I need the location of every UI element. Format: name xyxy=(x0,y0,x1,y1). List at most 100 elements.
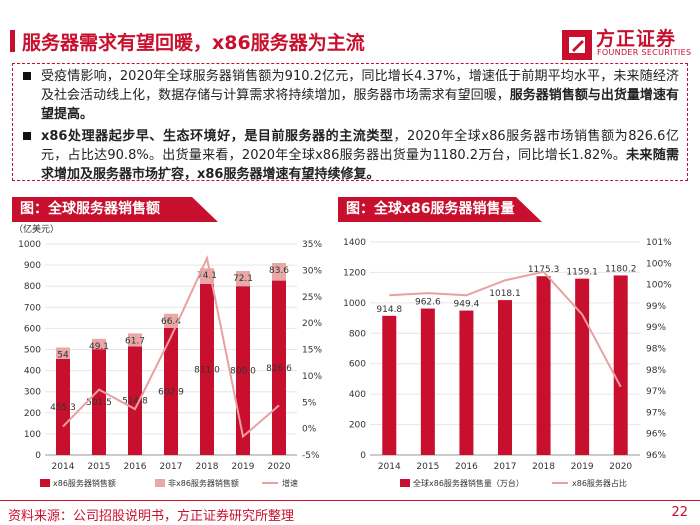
chart1-legend-non-x86: 非x86服务器销售额 xyxy=(168,478,239,488)
chart1-sales-revenue: （亿美元） 0 100 200 300 400 500 600 700 800 900 1000 -5%… xyxy=(14,223,322,488)
chart1-y2-tick: 30% xyxy=(302,266,322,276)
chart2-y-tick: 1400 xyxy=(343,238,366,248)
summary-bullet-2: x86处理器起步早、生态环境好，是目前服务器的主流类型，2020年全球x86服务… xyxy=(21,127,679,184)
chart1-label-x86: 455.3 xyxy=(50,403,76,413)
chart2-y-tick: 800 xyxy=(349,329,366,339)
chart2-y2-tick: 99% xyxy=(646,302,666,312)
chart1-y-tick: 300 xyxy=(24,388,41,398)
bullet-square-icon xyxy=(23,132,31,140)
chart1-y2-tick: 20% xyxy=(302,319,322,329)
chart2-title: 图：全球x86服务器销售量 xyxy=(338,197,542,222)
chart1-y2-tick: 15% xyxy=(302,346,322,356)
chart1-legend-x86-swatch xyxy=(40,479,50,487)
chart1-y2-tick: 5% xyxy=(302,398,317,408)
bullet-2-bold-lead: x86处理器起步早、生态环境好，是目前服务器的主流类型 xyxy=(41,129,394,144)
chart2-y2-tick: 100% xyxy=(646,281,672,291)
chart1-label-non-x86: 83.6 xyxy=(269,266,289,276)
chart1-label-x86: 826.6 xyxy=(266,364,292,374)
chart1-bar-x86 xyxy=(272,280,286,455)
chart1-bar-x86 xyxy=(200,283,214,455)
chart1-label-x86: 800.0 xyxy=(230,367,256,377)
chart2-x-tick: 2020 xyxy=(609,462,632,472)
bullet-square-icon xyxy=(23,72,31,80)
chart2-data-label: 1180.2 xyxy=(605,264,637,274)
chart2-bar-shipments xyxy=(498,300,512,455)
chart2-y2-tick: 99% xyxy=(646,323,666,333)
chart2-bar-shipments xyxy=(382,315,397,455)
chart1-y-tick: 0 xyxy=(35,451,41,461)
chart1-y-tick: 500 xyxy=(24,346,41,356)
chart1-bar-x86 xyxy=(92,349,106,455)
chart1-y-tick: 200 xyxy=(24,409,41,419)
bullet-2-bold-tail: 未来随需求增加及服务器市场扩容，x86服务器增速有望持续修复。 xyxy=(41,148,679,182)
chart1-x-tick: 2018 xyxy=(196,462,219,472)
chart2-bar-shipments xyxy=(459,310,474,455)
chart1-label-non-x86: 54 xyxy=(57,351,69,361)
chart1-growth-line xyxy=(62,255,280,439)
chart1-x-tick: 2020 xyxy=(268,462,291,472)
chart1-x-tick: 2015 xyxy=(88,462,111,472)
chart2-x-tick: 2018 xyxy=(532,462,555,472)
logo-name: 方正证券 xyxy=(596,28,677,50)
chart2-x-tick: 2016 xyxy=(455,462,478,472)
page-number: 22 xyxy=(671,505,688,520)
chart2-y-tick: 1000 xyxy=(343,299,366,309)
chart2-y-tick: 1200 xyxy=(343,268,366,278)
chart2-y2-tick: 98% xyxy=(646,366,666,376)
chart2-data-label: 1175.3 xyxy=(528,265,560,275)
chart2-bar-shipments xyxy=(613,275,628,455)
bullet-1-text: 受疫情影响，2020年全球服务器销售额为910.2亿元，同比增长4.37%，增速… xyxy=(41,69,679,103)
chart1-y-tick: 800 xyxy=(24,282,41,292)
chart2-y-tick: 600 xyxy=(349,360,366,370)
chart2-x-tick: 2017 xyxy=(494,462,517,472)
chart1-x-tick: 2016 xyxy=(124,462,147,472)
chart2-bar-shipments xyxy=(420,308,435,455)
chart2-y2-tick: 96% xyxy=(646,430,666,440)
chart1-title: 图：全球服务器销售额 xyxy=(12,197,218,222)
chart1-y2-tick: 0% xyxy=(302,425,317,435)
chart2-y-tick: 400 xyxy=(349,390,366,400)
chart1-label-x86: 501.5 xyxy=(86,398,112,408)
chart2-data-label: 914.8 xyxy=(376,305,402,315)
chart1-bar-non-x86 xyxy=(272,262,286,281)
chart1-y-tick: 100 xyxy=(24,430,41,440)
chart1-y2-tick: 10% xyxy=(302,372,322,382)
chart1-unit-label: （亿美元） xyxy=(14,223,59,235)
chart2-legend-shipments-swatch xyxy=(400,479,410,487)
chart2-y2-tick: 96% xyxy=(646,451,666,461)
chart2-y2-tick: 97% xyxy=(646,387,666,397)
chart1-bar-x86 xyxy=(128,346,142,455)
chart2-y2-tick: 97% xyxy=(646,408,666,418)
chart1-bar-non-x86 xyxy=(164,313,178,328)
chart1-y-tick: 900 xyxy=(24,261,41,271)
chart1-bar-non-x86 xyxy=(236,270,250,287)
logo-english: FOUNDER SECURITIES xyxy=(597,48,692,57)
chart1-x-tick: 2017 xyxy=(160,462,183,472)
chart1-bar-non-x86 xyxy=(128,333,142,347)
chart1-legend-growth: 增速 xyxy=(282,478,298,488)
chart1-label-x86: 811.0 xyxy=(194,365,220,375)
chart2-bar-shipments xyxy=(575,278,590,455)
chart1-legend-non-x86-swatch xyxy=(155,479,165,487)
chart1-label-non-x86: 49.1 xyxy=(89,342,109,352)
chart2-share-line xyxy=(389,270,622,388)
chart1-label-x86: 602.9 xyxy=(158,387,184,397)
chart2-data-label: 962.6 xyxy=(415,298,441,308)
bullet-2-text: ，2020年全球x86服务器市场销售额为826.6亿元，占比达90.8%。出货量… xyxy=(41,129,679,163)
page-title: 服务器需求有望回暖，x86服务器为主流 xyxy=(22,32,365,54)
source-note: 资料来源：公司招股说明书，方正证券研究所整理 xyxy=(8,509,295,524)
chart2-y2-tick: 98% xyxy=(646,345,666,355)
chart1-x-tick: 2014 xyxy=(52,462,75,472)
chart2-x-tick: 2014 xyxy=(378,462,401,472)
chart2-bar-shipments xyxy=(536,276,551,455)
chart1-bar-x86 xyxy=(56,358,70,455)
chart2-legend-shipments: 全球x86服务器销售量（万台） xyxy=(413,478,524,488)
chart2-x-tick: 2019 xyxy=(571,462,594,472)
chart2-legend-share: x86服务器占比 xyxy=(572,478,627,488)
chart2-y2-tick: 100% xyxy=(646,259,672,269)
chart2-x-tick: 2015 xyxy=(416,462,439,472)
chart1-y-tick: 400 xyxy=(24,367,41,377)
chart1-label-non-x86: 66.4 xyxy=(161,317,181,327)
chart1-bar-non-x86 xyxy=(56,347,70,359)
chart1-legend-x86: x86服务器销售额 xyxy=(53,478,116,488)
